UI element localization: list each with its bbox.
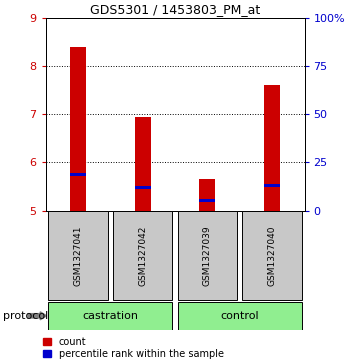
Text: GSM1327042: GSM1327042 <box>138 226 147 286</box>
Bar <box>199 179 216 211</box>
Bar <box>264 184 280 187</box>
Text: castration: castration <box>82 311 138 321</box>
Bar <box>242 211 302 301</box>
Bar <box>70 172 86 176</box>
Bar <box>199 199 216 202</box>
Text: control: control <box>220 311 259 321</box>
Bar <box>48 302 173 330</box>
Bar <box>264 86 280 211</box>
Text: GSM1327041: GSM1327041 <box>74 226 82 286</box>
Title: GDS5301 / 1453803_PM_at: GDS5301 / 1453803_PM_at <box>90 3 260 16</box>
Bar <box>48 211 108 301</box>
Text: GSM1327040: GSM1327040 <box>268 226 276 286</box>
Bar <box>70 47 86 211</box>
Legend: count, percentile rank within the sample: count, percentile rank within the sample <box>43 337 224 359</box>
Bar <box>113 211 173 301</box>
Bar <box>134 186 151 189</box>
Bar <box>177 211 237 301</box>
Bar <box>177 302 302 330</box>
Bar <box>134 117 151 211</box>
Text: GSM1327039: GSM1327039 <box>203 225 212 286</box>
Text: protocol: protocol <box>4 311 49 321</box>
